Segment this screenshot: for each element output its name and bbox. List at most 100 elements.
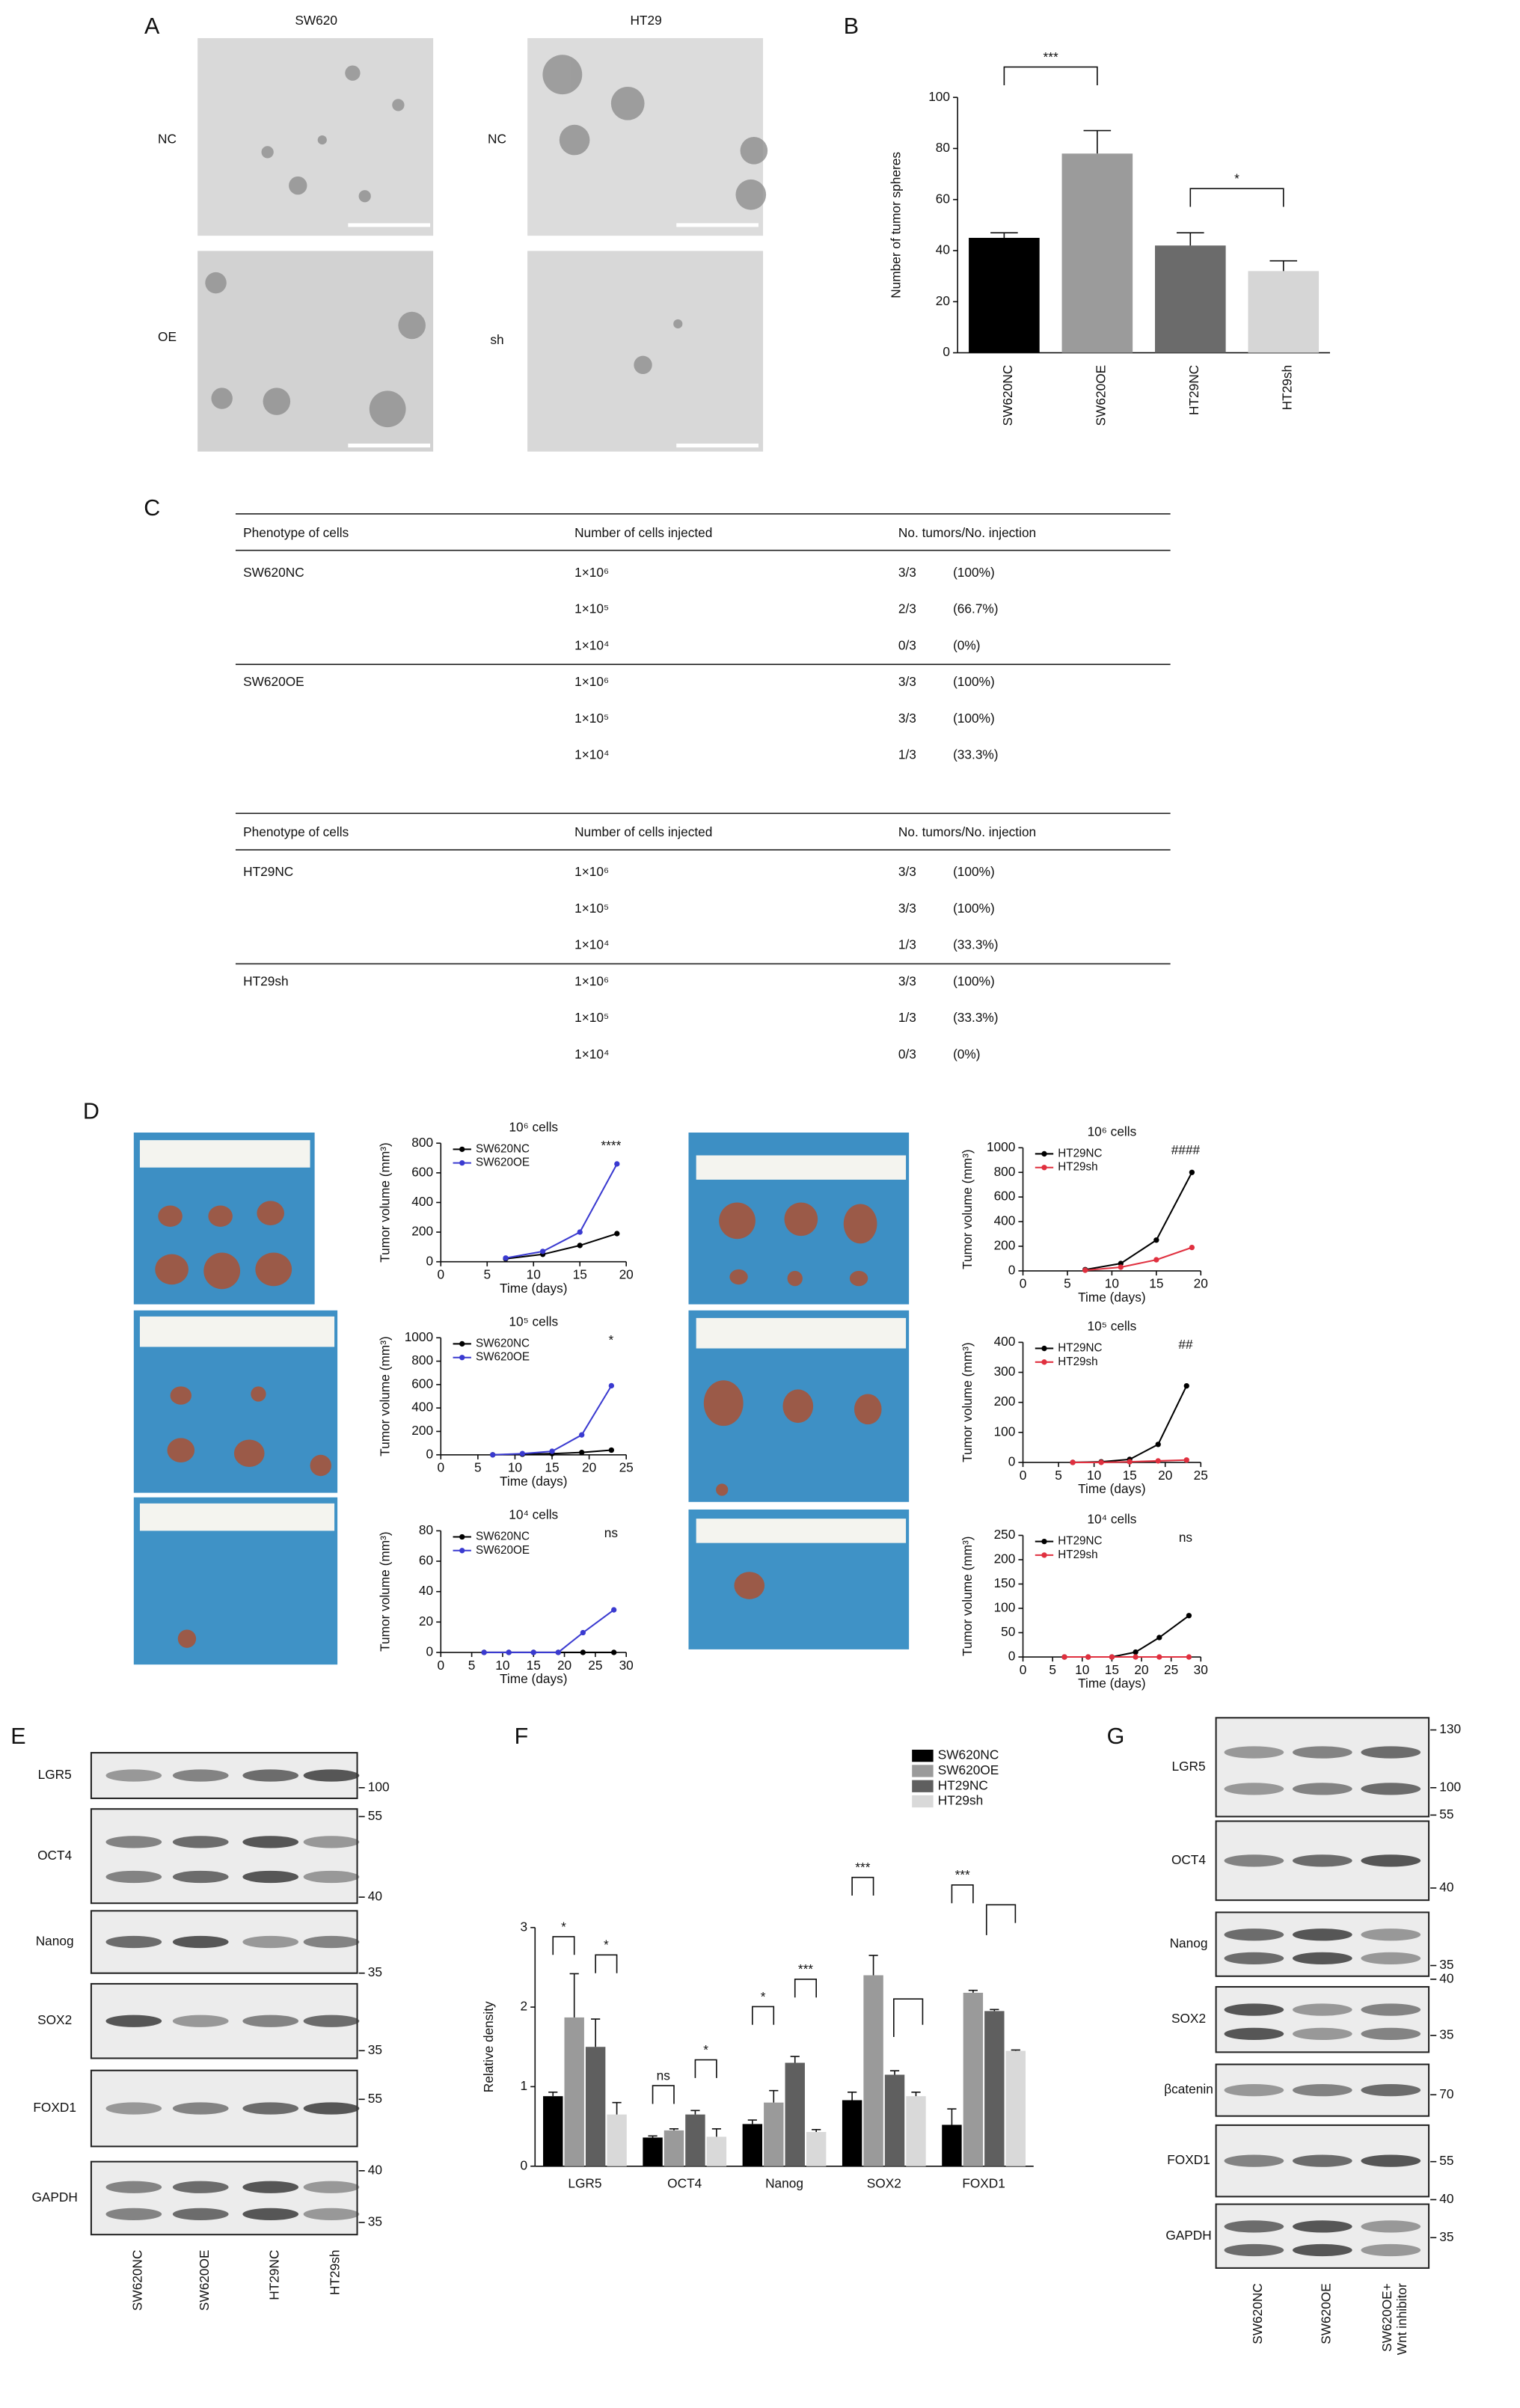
annotation: *** <box>798 1961 813 1976</box>
point <box>1133 1649 1139 1655</box>
chart-title: 10⁴ cells <box>509 1507 558 1522</box>
error-bar <box>1177 232 1204 246</box>
x-tick-label: 25 <box>619 1460 634 1475</box>
table-cell: 1×10⁶ <box>574 565 609 580</box>
legend-marker <box>459 1146 465 1153</box>
y-tick-label: 80 <box>419 1522 433 1537</box>
point <box>549 1448 555 1454</box>
row-label: βcatenin <box>1164 2082 1213 2097</box>
y-tick-label: 1000 <box>987 1139 1015 1154</box>
blot-band <box>1293 2220 1352 2233</box>
extra-brackets <box>893 1904 1017 2038</box>
bar <box>863 1975 883 2166</box>
blot-band <box>1361 2220 1421 2233</box>
x-tick-label: 25 <box>1194 1468 1208 1483</box>
series-line <box>484 1609 615 1653</box>
marker-label: 40 <box>1439 1879 1453 1894</box>
y-tick-label: 0 <box>426 1446 434 1461</box>
error-bar <box>990 232 1018 238</box>
legend-swatch <box>912 1749 934 1762</box>
x-tick-label: 25 <box>1164 1662 1178 1677</box>
chart-title: 10⁵ cells <box>1088 1319 1137 1334</box>
blot-band <box>1224 2243 1284 2257</box>
y-tick-label: 100 <box>994 1600 1016 1615</box>
blot-band <box>242 2015 299 2027</box>
table-cell: (0%) <box>953 637 980 652</box>
x-tick-label: Nanog <box>765 2176 803 2191</box>
legend-label: SW620OE <box>476 1351 530 1364</box>
table-cell: 1×10⁶ <box>574 674 609 689</box>
legend-label: HT29sh <box>938 1793 983 1808</box>
blot-band <box>303 1935 360 1949</box>
bar <box>564 2017 584 2166</box>
marker-label: 40 <box>1439 2191 1453 2206</box>
x-tick-label: 20 <box>1194 1276 1208 1291</box>
blot-band <box>105 1769 162 1782</box>
row-label: LGR5 <box>1171 1759 1205 1774</box>
chart-title: 10⁶ cells <box>1088 1124 1137 1139</box>
blot-band <box>172 1870 229 1884</box>
row-label: SOX2 <box>1171 2011 1206 2026</box>
y-tick-label: 800 <box>411 1352 433 1367</box>
table-cell: (100%) <box>953 565 995 580</box>
blot-band <box>172 1836 229 1848</box>
point <box>530 1649 536 1655</box>
row-label: GAPDH <box>1165 2228 1211 2243</box>
legend-label: SW620OE <box>938 1762 999 1777</box>
legend-swatch <box>912 1780 934 1792</box>
table-cell: HT29NC <box>243 864 293 879</box>
x-tick-label: 5 <box>468 1658 476 1673</box>
annotation: * <box>703 2042 708 2057</box>
legend-label: SW620OE <box>476 1544 530 1557</box>
legend-label: HT29sh <box>1058 1548 1097 1561</box>
table-cell: (100%) <box>953 973 995 988</box>
annotation: * <box>604 1937 609 1952</box>
blot-band <box>1361 1854 1421 1867</box>
blot-band <box>242 2102 299 2115</box>
y-tick-label: 20 <box>936 293 950 308</box>
x-tick-label: 10 <box>495 1658 509 1673</box>
y-tick-label: 600 <box>411 1376 433 1391</box>
table-cell: (33.3%) <box>953 937 998 952</box>
scale-bars <box>348 223 759 448</box>
y-tick-label: 600 <box>994 1189 1016 1204</box>
y-tick-label: 200 <box>411 1423 433 1438</box>
error-bar <box>769 2089 779 2103</box>
annotation: * <box>608 1332 613 1347</box>
x-tick-label: OCT4 <box>667 2176 702 2191</box>
significance-bracket <box>752 2006 775 2025</box>
series-line <box>492 1385 613 1456</box>
annotation: #### <box>1171 1142 1201 1157</box>
x-axis-label: Time (days) <box>500 1281 567 1296</box>
significance-bracket <box>694 2059 717 2078</box>
annotation: ns <box>604 1525 619 1540</box>
bar <box>942 2124 962 2166</box>
x-axis-label: Time (days) <box>1078 1290 1146 1305</box>
y-tick-label: 400 <box>994 1334 1016 1349</box>
bar <box>685 2114 705 2166</box>
error-bar <box>911 2092 921 2097</box>
annotation: * <box>1234 171 1239 186</box>
bar <box>664 2130 684 2166</box>
chart-title: 10⁶ cells <box>509 1119 558 1134</box>
legend-marker <box>1041 1151 1047 1157</box>
series-line <box>1085 1171 1193 1271</box>
blot-band <box>172 1769 229 1782</box>
row-label: OCT4 <box>37 1848 72 1863</box>
table-cell: SW620OE <box>243 674 304 689</box>
table-cell: (33.3%) <box>953 1010 998 1025</box>
y-tick-label: 100 <box>994 1424 1016 1439</box>
y-tick-label: 40 <box>419 1583 433 1598</box>
point <box>614 1161 620 1167</box>
legend-marker <box>459 1548 465 1554</box>
panel-a-photos <box>197 37 768 452</box>
y-tick-label: 0 <box>1008 1262 1016 1277</box>
x-tick-label: FOXD1 <box>962 2176 1005 2191</box>
blot-band <box>1224 1854 1284 1867</box>
legend-label: SW620NC <box>476 1142 530 1155</box>
blot-band <box>1224 2154 1284 2167</box>
blot-band <box>1361 1928 1421 1941</box>
error-bar <box>1269 260 1298 272</box>
legend-label: SW620NC <box>938 1747 999 1762</box>
point <box>1183 1457 1189 1463</box>
